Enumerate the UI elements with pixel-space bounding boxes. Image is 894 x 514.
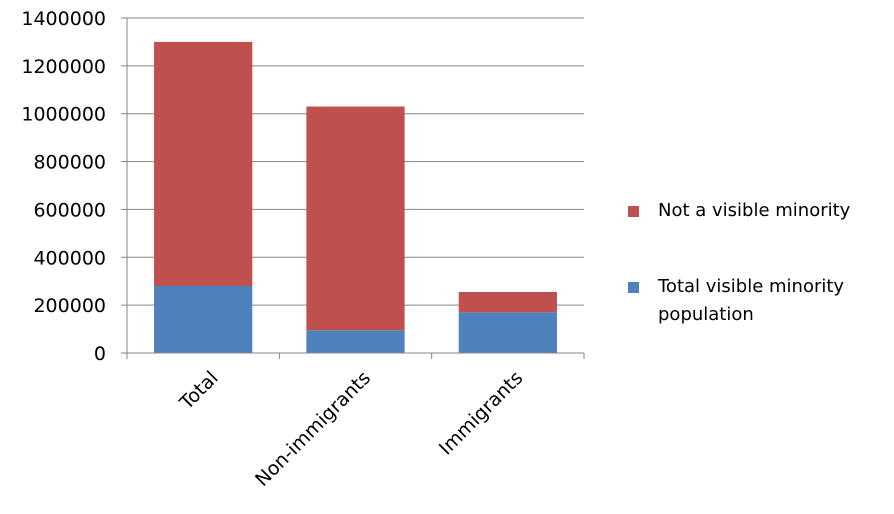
legend-item-total-visible-minority: Total visible minority population <box>628 273 894 329</box>
axes <box>126 18 585 359</box>
x-tick-label: Total <box>175 367 223 415</box>
y-tick-labels: 0 200000 400000 600000 800000 1000000 1200000 1… <box>21 8 106 365</box>
legend: Not a visible minority Total visible min… <box>628 197 894 329</box>
bar-non-immigrants-series-0 <box>306 330 405 353</box>
x-tick-label: Immigrants <box>435 367 527 459</box>
y-tick-label: 200000 <box>33 295 106 317</box>
y-tick-label: 1400000 <box>21 8 106 30</box>
bar-non-immigrants-series-1 <box>306 106 405 331</box>
y-tick-label: 600000 <box>33 199 106 221</box>
legend-label-total-visible-minority: Total visible minority population <box>658 276 845 325</box>
bar-immigrants-series-0 <box>458 312 557 353</box>
x-tick-label: Non-immigrants <box>251 367 375 491</box>
y-tick-label: 0 <box>94 343 106 365</box>
y-tick-label: 1200000 <box>21 56 106 78</box>
y-tick-label: 400000 <box>33 247 106 269</box>
legend-item-not-visible-minority: Not a visible minority <box>628 197 894 225</box>
x-tick-labels: Total Non-immigrants Immigrants <box>175 367 527 491</box>
bar-total-series-1 <box>154 41 253 286</box>
bar-total-series-0 <box>154 286 253 353</box>
y-tick-label: 800000 <box>33 152 106 174</box>
legend-swatch-total-visible-minority <box>628 282 639 293</box>
legend-label-not-visible-minority: Not a visible minority <box>658 200 851 221</box>
y-tick-label: 1000000 <box>21 104 106 126</box>
bars <box>154 41 557 353</box>
bar-immigrants-series-1 <box>458 291 557 313</box>
legend-swatch-not-visible-minority <box>628 206 639 217</box>
